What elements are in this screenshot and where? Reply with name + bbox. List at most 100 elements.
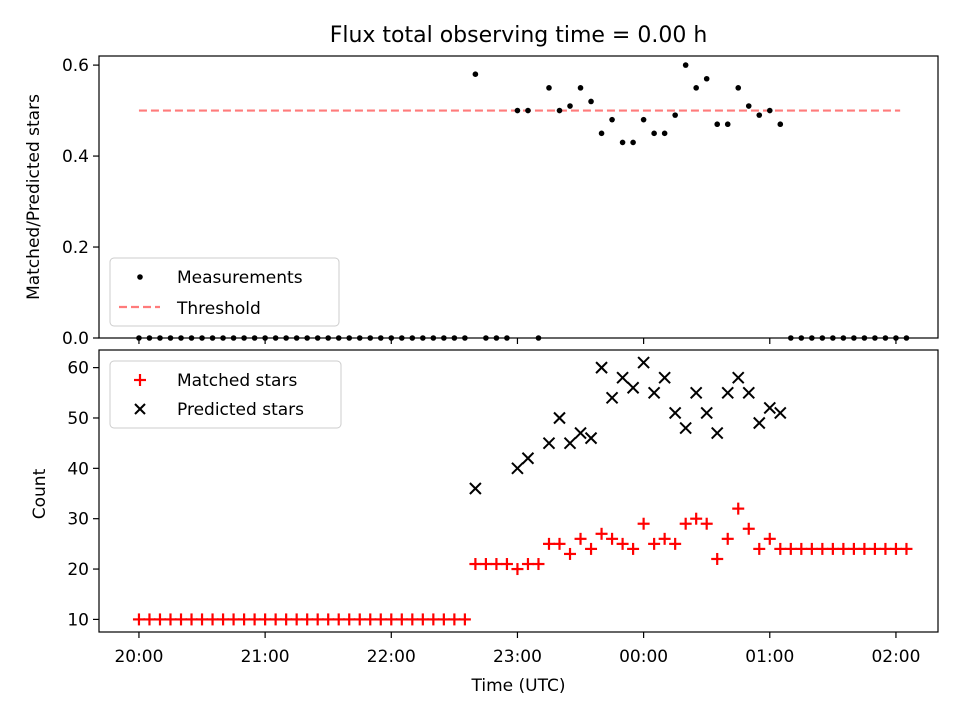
matched-star-point bbox=[847, 542, 860, 555]
matched-star-point bbox=[490, 558, 503, 571]
measurement-point bbox=[588, 98, 594, 105]
measurement-point bbox=[472, 71, 479, 77]
predicted-star-point bbox=[753, 416, 766, 430]
measurement-point bbox=[398, 335, 405, 341]
x-tick-label: 23:00 bbox=[493, 647, 542, 667]
measurement-point bbox=[788, 335, 794, 341]
matched-star-point bbox=[206, 613, 219, 626]
predicted-star-stroke-b bbox=[605, 391, 619, 405]
matched-star-point bbox=[132, 613, 145, 626]
measurement-point bbox=[556, 107, 563, 114]
measurement-point bbox=[483, 335, 489, 341]
measurement-point bbox=[462, 335, 468, 341]
matched-star-point bbox=[196, 613, 209, 626]
predicted-star-stroke-b bbox=[679, 421, 692, 435]
top-x-axis-ticks bbox=[138, 338, 897, 344]
predicted-star-stroke-b bbox=[732, 371, 745, 384]
measurement-point bbox=[777, 121, 784, 128]
matched-star-point bbox=[269, 613, 282, 626]
top-y-axis-label: Matched/Predicted stars bbox=[24, 94, 44, 300]
measurement-point bbox=[157, 335, 163, 341]
matched-star-point bbox=[301, 613, 314, 626]
top-legend: Measurements Threshold bbox=[109, 257, 340, 327]
matched-star-point bbox=[564, 547, 577, 560]
predicted-star-point bbox=[511, 462, 524, 475]
top-y-tick-label: 0.6 bbox=[62, 56, 89, 76]
bottom-y-tick-label: 50 bbox=[67, 409, 89, 429]
measurement-point bbox=[598, 130, 605, 137]
top-y-tick-label: 0.4 bbox=[62, 147, 89, 167]
matched-star-point bbox=[879, 542, 892, 555]
matched-star-point bbox=[185, 613, 198, 626]
matched-star-point bbox=[448, 613, 461, 626]
predicted-star-stroke-b bbox=[700, 406, 713, 420]
matched-star-point bbox=[795, 542, 808, 555]
measurement-point bbox=[693, 85, 699, 91]
measurement-point bbox=[861, 335, 868, 341]
x-tick-label: 01:00 bbox=[745, 647, 794, 667]
measurement-point bbox=[377, 335, 384, 341]
measurement-point bbox=[325, 335, 332, 341]
measurement-point bbox=[661, 130, 668, 137]
measurement-point bbox=[504, 335, 510, 341]
predicted-star-point bbox=[721, 386, 734, 400]
predicted-star-point bbox=[521, 452, 535, 465]
matched-star-point bbox=[721, 532, 734, 545]
predicted-stars-series bbox=[469, 356, 787, 495]
bottom-y-tick-label: 10 bbox=[67, 610, 89, 630]
measurement-point bbox=[872, 335, 878, 341]
predicted-star-point bbox=[626, 381, 640, 394]
bottom-y-tick-label: 20 bbox=[67, 560, 89, 580]
predicted-star-stroke-b bbox=[647, 386, 661, 400]
matched-star-point bbox=[175, 613, 188, 626]
predicted-star-point bbox=[658, 371, 671, 384]
matched-stars-series bbox=[132, 502, 913, 626]
matched-star-point bbox=[311, 613, 324, 626]
measurement-point bbox=[283, 335, 289, 341]
predicted-star-stroke-b bbox=[584, 431, 598, 445]
measurement-point bbox=[178, 335, 184, 341]
predicted-star-stroke-b bbox=[658, 371, 671, 384]
measurement-point bbox=[630, 139, 636, 146]
measurement-point bbox=[525, 107, 531, 114]
predicted-star-point bbox=[679, 421, 692, 435]
matched-star-point bbox=[816, 542, 829, 555]
matched-star-point bbox=[238, 613, 251, 626]
matched-star-point bbox=[395, 613, 408, 626]
measurement-point bbox=[146, 335, 153, 341]
matched-star-point bbox=[868, 542, 881, 555]
predicted-star-point bbox=[616, 371, 629, 384]
legend-measurements-label: Measurements bbox=[177, 268, 303, 288]
matched-star-point bbox=[227, 613, 240, 626]
measurement-point bbox=[819, 335, 826, 341]
predicted-star-point bbox=[668, 406, 682, 420]
predicted-star-stroke-b bbox=[542, 436, 556, 450]
matched-star-point bbox=[585, 542, 598, 555]
matched-star-point bbox=[217, 613, 230, 626]
matched-star-point bbox=[458, 613, 471, 626]
bottom-panel: 10 20 30 40 50 60 20:00 21:00 22:00 23:00 00:00 01… bbox=[30, 349, 939, 696]
measurement-point bbox=[798, 335, 805, 341]
measurement-point bbox=[167, 335, 174, 341]
predicted-star-stroke-b bbox=[763, 401, 776, 415]
measurement-point bbox=[619, 139, 626, 146]
predicted-star-stroke-b bbox=[553, 411, 566, 425]
predicted-star-stroke-b bbox=[626, 381, 640, 394]
legend-threshold-label: Threshold bbox=[176, 299, 261, 319]
predicted-star-point bbox=[553, 411, 566, 425]
matched-star-point bbox=[343, 613, 356, 626]
measurement-point bbox=[882, 335, 889, 341]
matched-star-point bbox=[679, 517, 692, 530]
predicted-star-stroke-b bbox=[521, 452, 535, 465]
measurement-point bbox=[430, 335, 437, 341]
predicted-star-point bbox=[774, 406, 787, 420]
measurement-point bbox=[703, 75, 710, 82]
predicted-star-point bbox=[574, 426, 587, 440]
bottom-legend-box bbox=[109, 360, 342, 429]
predicted-star-stroke-b bbox=[742, 386, 755, 400]
predicted-star-stroke-b bbox=[616, 371, 629, 384]
legend-measurements-marker bbox=[137, 274, 143, 280]
matched-star-point bbox=[500, 558, 513, 571]
matched-star-point bbox=[374, 613, 387, 626]
